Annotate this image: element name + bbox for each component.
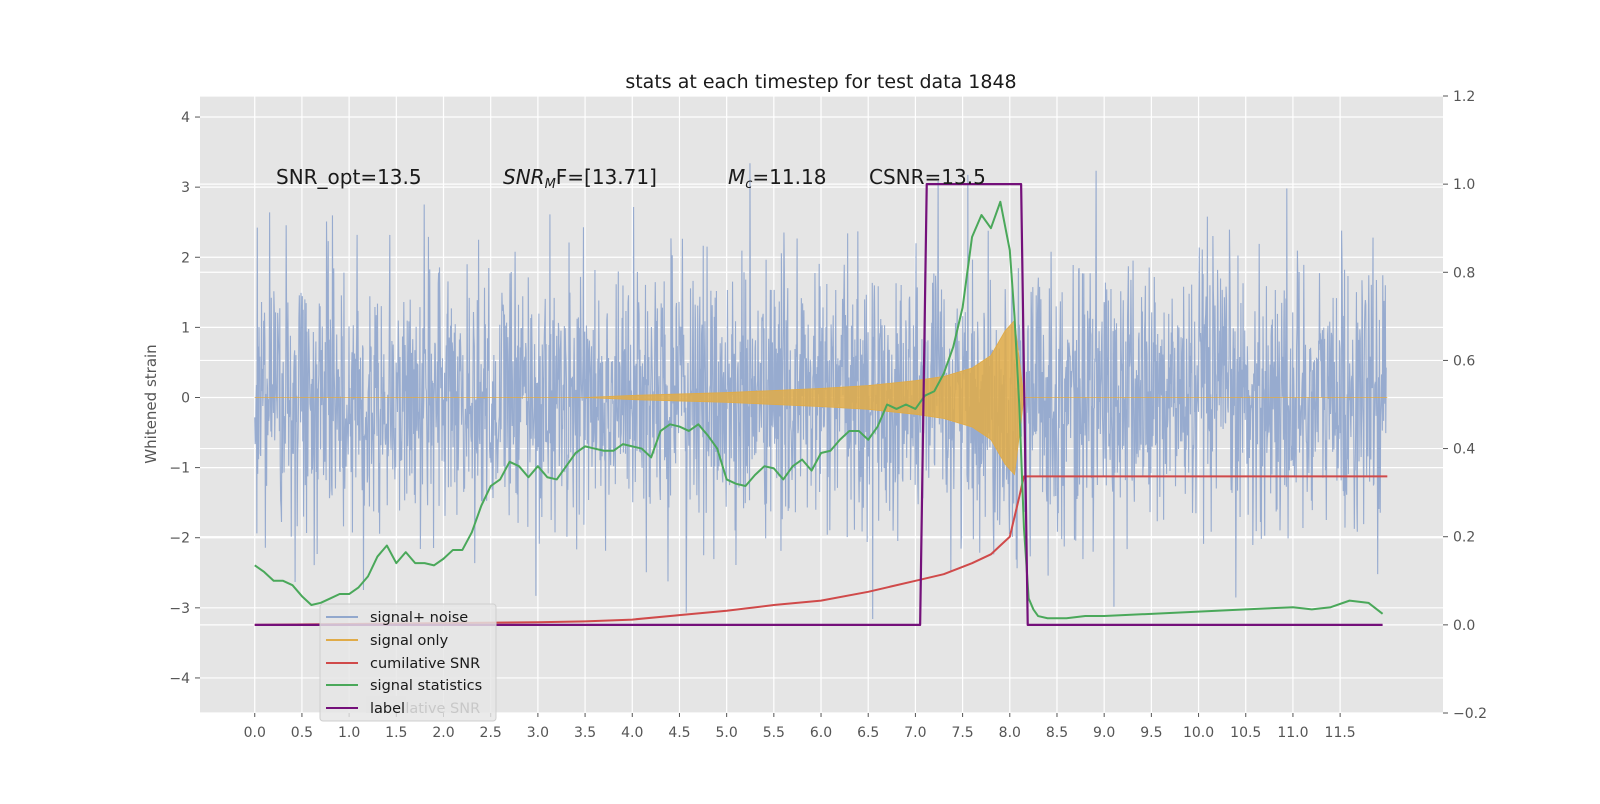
- x-tick-label-13: 6.5: [857, 725, 879, 741]
- legend-box: [319, 603, 497, 722]
- series-cumulative-snr-line: [254, 475, 1388, 626]
- y-axis-label: Whitened strain: [142, 344, 160, 463]
- y2-tick-label-0: 1.2: [1453, 89, 1475, 105]
- y-tick-label-6: −2: [169, 531, 190, 547]
- y2-tick-label-2: 0.8: [1453, 265, 1475, 281]
- annotation-mc-rest: =11.18: [752, 165, 826, 189]
- x-tick-label-3: 1.5: [385, 725, 407, 741]
- x-tick-label-10: 5.0: [716, 725, 738, 741]
- x-tick-label-1: 0.5: [291, 725, 313, 741]
- series-layer: [254, 163, 1388, 626]
- x-tick-label-11: 5.5: [763, 725, 785, 741]
- x-tick-label-4: 2.0: [432, 725, 454, 741]
- series-signal-statistics-line: [254, 200, 1384, 620]
- x-tick-label-9: 4.5: [668, 725, 690, 741]
- annotation-mc-sub: c: [745, 177, 752, 192]
- x-tick-label-8: 4.0: [621, 725, 643, 741]
- annotation-snr-mf-rest: F=[13.71]: [556, 165, 657, 189]
- x-tick-label-7: 3.5: [574, 725, 596, 741]
- legend-label-backing: [366, 696, 406, 713]
- annotation-snr-opt: SNR_opt=13.5: [276, 165, 422, 189]
- x-tick-label-15: 7.5: [951, 725, 973, 741]
- annotation-snr-mf: SNRMF=[13.71]: [503, 165, 657, 192]
- chart-title: stats at each timestep for test data 184…: [625, 71, 1016, 93]
- x-tick-label-14: 7.0: [904, 725, 926, 741]
- legend-entry-label: label: [370, 701, 405, 717]
- y-tick-label-0: 4: [181, 110, 190, 126]
- y2-tick-label-1: 1.0: [1453, 177, 1475, 193]
- legend: cumilative SNR signal+ noise signal only…: [319, 603, 497, 722]
- y2-tick-label-5: 0.2: [1453, 530, 1475, 546]
- x-tick-label-6: 3.0: [527, 725, 549, 741]
- annotation-snr-mf-sub: M: [545, 177, 556, 192]
- y-tick-label-2: 2: [181, 250, 190, 266]
- y-tick-label-1: 3: [181, 180, 190, 196]
- series-label-line: [254, 183, 1383, 626]
- x-tick-label-21: 10.5: [1230, 725, 1261, 741]
- y-tick-label-8: −4: [169, 671, 190, 687]
- x-tick-label-19: 9.5: [1140, 725, 1162, 741]
- annotation-mc-main: M: [728, 165, 745, 189]
- y2-tick-label-4: 0.4: [1453, 442, 1475, 458]
- legend-entry-cumulative-snr: cumilative SNR: [370, 656, 480, 672]
- y-tick-label-5: −1: [169, 461, 190, 477]
- legend-entry-signal-only: signal only: [370, 633, 449, 649]
- x-tick-label-22: 11.0: [1277, 725, 1308, 741]
- y-tick-label-4: 0: [181, 390, 190, 406]
- series-signal-noise-line: [254, 163, 1387, 620]
- series-signal-only-area: [254, 319, 1388, 476]
- x-tick-label-17: 8.5: [1046, 725, 1068, 741]
- x-tick-label-23: 11.5: [1325, 725, 1356, 741]
- legend-entry-signal-noise: signal+ noise: [370, 610, 468, 626]
- x-tick-label-0: 0.0: [244, 725, 266, 741]
- x-tick-label-5: 2.5: [480, 725, 502, 741]
- y-tick-label-3: 1: [181, 320, 190, 336]
- x-tick-label-20: 10.0: [1183, 725, 1214, 741]
- annotation-snr-mf-main: SNR: [503, 165, 545, 189]
- x-tick-label-18: 9.0: [1093, 725, 1115, 741]
- y2-tick-label-3: 0.6: [1453, 353, 1475, 369]
- y-tick-label-7: −3: [169, 601, 190, 617]
- annotation-csnr: CSNR=13.5: [869, 165, 986, 189]
- x-tick-label-12: 6.0: [810, 725, 832, 741]
- x-tick-label-2: 1.0: [338, 725, 360, 741]
- annotation-mc: Mc=11.18: [728, 165, 826, 192]
- legend-entry-signal-statistics: signal statistics: [370, 678, 482, 694]
- x-tick-label-16: 8.0: [999, 725, 1021, 741]
- y2-tick-label-6: 0.0: [1453, 618, 1475, 634]
- y2-tick-label-7: −0.2: [1453, 706, 1487, 722]
- axes-layer: 0.0 0.5 1.0 1.5 2.0 2.5 3.0 3.5 4.0 4.5 5.0 5.5 6.0 6…: [169, 89, 1487, 741]
